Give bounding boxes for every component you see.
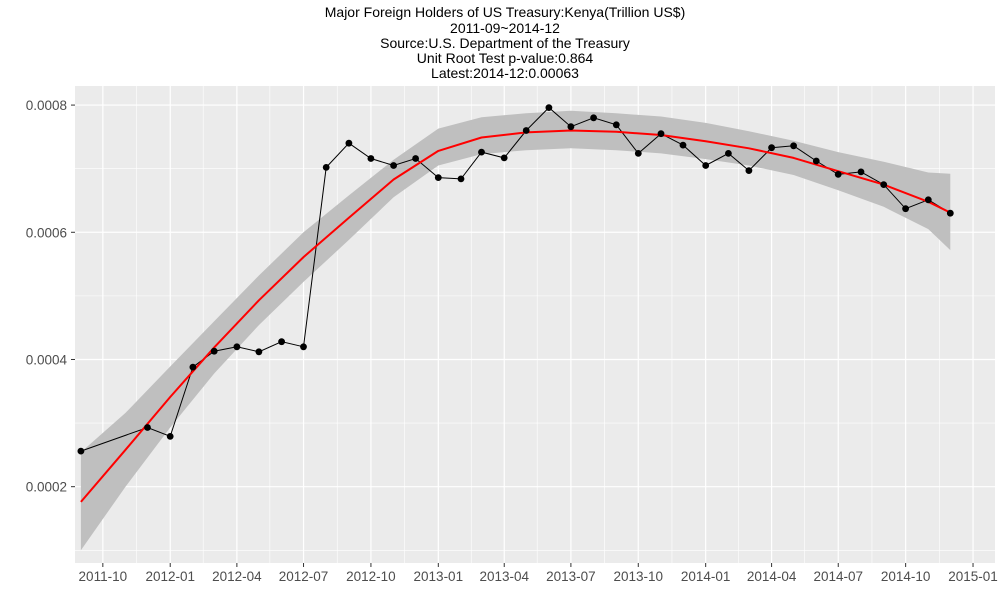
data-point (857, 168, 865, 176)
data-point (657, 130, 665, 138)
data-point (725, 150, 732, 157)
y-tick-label: 0.0006 (26, 225, 67, 240)
data-point (790, 142, 797, 150)
chart-title: Major Foreign Holders of US Treasury:Ken… (325, 4, 686, 81)
data-point (77, 447, 85, 455)
data-point (300, 343, 307, 351)
data-points (77, 104, 954, 455)
x-tick-label: 2012-10 (346, 569, 396, 584)
data-point (924, 196, 932, 204)
x-tick-label: 2013-07 (546, 569, 596, 584)
data-point (210, 347, 218, 355)
data-point (702, 162, 710, 169)
x-tick-label: 2012-07 (279, 569, 329, 584)
data-point (390, 162, 397, 169)
data-point (612, 121, 620, 129)
x-tick-label: 2012-04 (212, 569, 262, 584)
data-point (189, 363, 197, 371)
data-point (946, 209, 954, 217)
data-point (545, 104, 553, 111)
data-point (768, 144, 775, 152)
data-point (634, 150, 642, 157)
data-point (434, 174, 442, 182)
data-point (812, 157, 820, 165)
x-tick-label: 2011-10 (79, 569, 128, 584)
data-point (144, 424, 151, 431)
title-line-2: 2011-09~2014-12 (450, 20, 560, 36)
y-tick-label: 0.0008 (26, 98, 67, 113)
observed-series-line (80, 106, 951, 452)
data-point (278, 338, 285, 346)
data-point (478, 148, 485, 156)
data-point (345, 139, 353, 147)
y-tick-label: 0.0002 (26, 480, 67, 495)
data-point (745, 167, 753, 175)
data-point (834, 171, 842, 178)
data-point (457, 175, 465, 183)
title-line-3: Source:U.S. Department of the Treasury (380, 35, 630, 51)
data-point (233, 343, 241, 351)
x-tick-label: 2014-01 (681, 569, 731, 584)
data-point (567, 123, 575, 131)
title-line-5: Latest:2014-12:0.00063 (431, 65, 579, 81)
x-tick-label: 2013-01 (414, 569, 464, 584)
y-tick-label: 0.0004 (26, 352, 68, 367)
title-line-4: Unit Root Test p-value:0.864 (417, 50, 594, 66)
data-point (166, 433, 174, 440)
data-point (902, 205, 909, 213)
data-point (590, 114, 597, 122)
x-tick-label: 2013-10 (614, 569, 664, 584)
x-tick-label: 2014-07 (813, 569, 863, 584)
x-tick-label: 2014-10 (881, 569, 931, 584)
axes: 2011-10 2012-01 2012-04 2012-07 2012-10 2013-… (26, 98, 998, 584)
data-point (412, 155, 419, 162)
data-point (255, 348, 263, 356)
x-tick-label: 2012-01 (145, 569, 195, 584)
x-tick-label: 2015-01 (948, 569, 998, 584)
data-point (679, 141, 687, 149)
data-point (500, 154, 508, 162)
x-tick-label: 2013-04 (479, 569, 529, 584)
data-point (522, 127, 530, 134)
x-tick-label: 2014-04 (747, 569, 797, 584)
data-point (322, 164, 330, 171)
gridlines (75, 86, 995, 563)
title-line-1: Major Foreign Holders of US Treasury:Ken… (325, 4, 686, 20)
data-point (880, 181, 888, 189)
data-point (367, 155, 375, 162)
